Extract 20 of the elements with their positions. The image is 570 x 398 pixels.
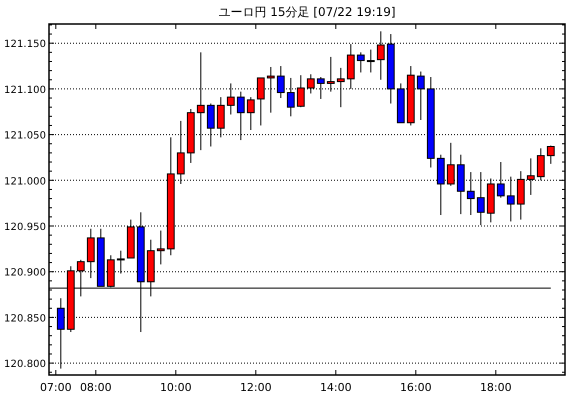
y-tick-label: 120.850 xyxy=(4,313,46,324)
candlestick xyxy=(246,96,255,131)
x-tick-label: 16:00 xyxy=(400,381,432,394)
y-tick-label: 120.900 xyxy=(4,268,46,279)
x-tick-label: 14:00 xyxy=(320,381,352,394)
x-tick-label: 10:00 xyxy=(160,381,192,394)
candlestick xyxy=(356,52,365,73)
x-tick-label: 07:00 xyxy=(40,381,72,394)
y-tick-label: 120.950 xyxy=(4,222,46,234)
x-tick-label: 18:00 xyxy=(480,381,512,394)
y-tick-label: 120.800 xyxy=(4,359,46,370)
y-tick-label: 121.100 xyxy=(4,84,46,96)
candlestick xyxy=(546,145,555,164)
y-tick-label: 121.150 xyxy=(4,39,46,50)
candlestick xyxy=(366,49,375,73)
y-tick-label: 121.000 xyxy=(4,176,46,188)
y-tick-label: 121.050 xyxy=(4,130,46,142)
chart-title: ユーロ円 15分足 [07/22 19:19] xyxy=(218,5,396,19)
x-tick-label: 12:00 xyxy=(240,381,272,394)
x-tick-label: 08:00 xyxy=(80,381,112,394)
